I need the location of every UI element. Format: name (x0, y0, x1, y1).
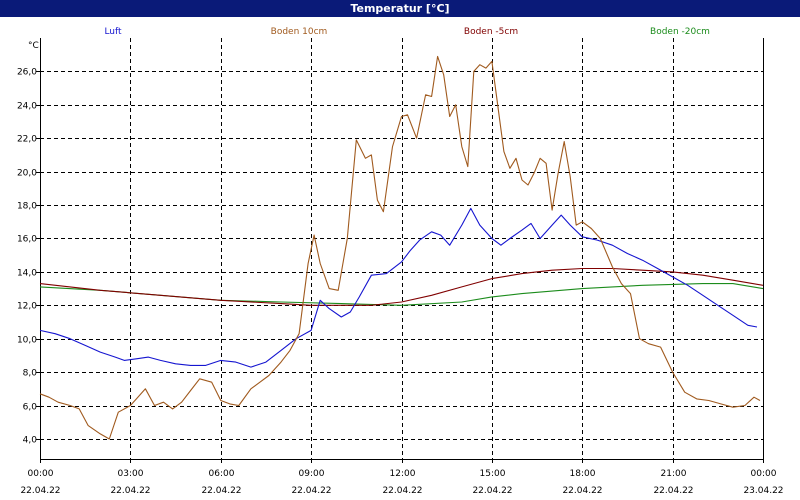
x-tick-date: 22.04.22 (110, 486, 150, 496)
x-tick-date: 22.04.22 (562, 486, 602, 496)
x-tick-time: 00:00 (28, 469, 54, 479)
series-line-boden-10cm (39, 55, 761, 440)
series-line-boden-5cm (39, 267, 764, 306)
grid-lines (40, 38, 763, 459)
y-tick-label: 10,0 (17, 336, 37, 346)
x-tick-time: 15:00 (480, 469, 506, 479)
x-tick-time: 18:00 (570, 469, 596, 479)
x-tick-date: 22.04.22 (291, 486, 331, 496)
x-tick-date: 22.04.22 (472, 486, 512, 496)
legend-item-boden-5cm: Boden -5cm (464, 27, 518, 37)
y-tick-label: 16,0 (17, 235, 37, 245)
chart-title: Temperatur [°C] (0, 0, 800, 17)
x-tick-date: 22.04.22 (201, 486, 241, 496)
y-unit-label: °C (28, 41, 39, 51)
y-tick-label: 26,0 (17, 68, 37, 78)
y-tick-label: 8,0 (23, 369, 38, 379)
y-tick-label: 4,0 (23, 436, 38, 446)
tick-labels: 4,0 6,0 8,0 10,0 12,0 14,0 16,0 18,0 20,0 22,0 24,… (17, 41, 784, 496)
x-tick-time: 06:00 (209, 469, 235, 479)
y-tick-label: 22,0 (17, 135, 37, 145)
x-tick-date: 22.04.22 (382, 486, 422, 496)
y-tick-label: 20,0 (17, 169, 37, 179)
y-tick-label: 12,0 (17, 302, 37, 312)
x-tick-date: 22.04.22 (20, 486, 60, 496)
x-tick-time: 21:00 (661, 469, 687, 479)
legend-item-luft: Luft (104, 27, 122, 37)
data-series (39, 55, 764, 440)
x-tick-time: 09:00 (299, 469, 325, 479)
y-tick-label: 6,0 (23, 403, 38, 413)
y-tick-label: 18,0 (17, 202, 37, 212)
x-tick-date: 23.04.22 (743, 486, 783, 496)
y-tick-label: 24,0 (17, 102, 37, 112)
axes (36, 38, 764, 463)
x-tick-time: 00:00 (751, 469, 777, 479)
y-tick-label: 14,0 (17, 269, 37, 279)
x-tick-time: 03:00 (118, 469, 144, 479)
x-tick-time: 12:00 (390, 469, 416, 479)
legend: Luft Boden 10cm Boden -5cm Boden -20cm (104, 27, 710, 37)
series-line-luft (39, 207, 758, 368)
legend-item-boden-10cm: Boden 10cm (271, 27, 328, 37)
legend-item-boden-20cm: Boden -20cm (650, 27, 710, 37)
x-tick-date: 22.04.22 (653, 486, 693, 496)
